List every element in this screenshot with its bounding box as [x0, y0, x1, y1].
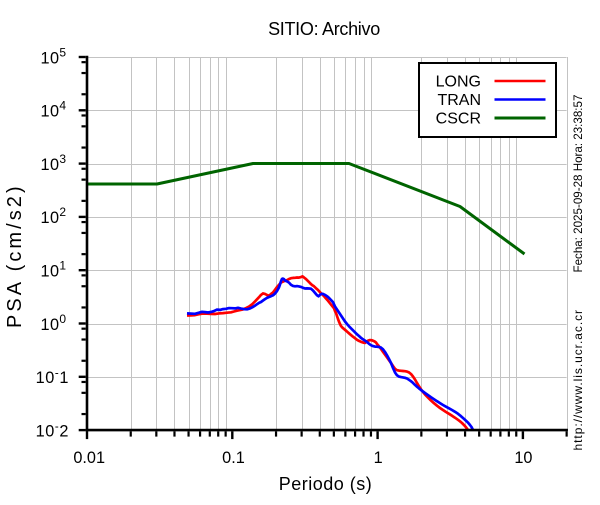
- svg-text:10: 10: [514, 449, 532, 467]
- svg-text:Periodo (s): Periodo (s): [279, 474, 373, 494]
- svg-text:PSA (cm/s2): PSA (cm/s2): [4, 183, 26, 328]
- svg-text:CSCR: CSCR: [436, 111, 481, 128]
- svg-text:0.01: 0.01: [73, 449, 105, 467]
- svg-text:LONG: LONG: [436, 74, 481, 91]
- svg-text:Fecha: 2025-09-28 Hora: 23:38: Fecha: 2025-09-28 Hora: 23:38:57: [572, 95, 585, 273]
- svg-text:TRAN: TRAN: [437, 92, 481, 109]
- svg-text:SITIO: Archivo: SITIO: Archivo: [268, 19, 380, 39]
- svg-text:10-1: 10-1: [36, 368, 69, 388]
- svg-text:http://www.lis.ucr.ac.cr: http://www.lis.ucr.ac.cr: [571, 309, 585, 451]
- svg-text:0.1: 0.1: [222, 449, 245, 467]
- svg-text:1: 1: [374, 449, 383, 467]
- svg-text:10-2: 10-2: [36, 421, 69, 441]
